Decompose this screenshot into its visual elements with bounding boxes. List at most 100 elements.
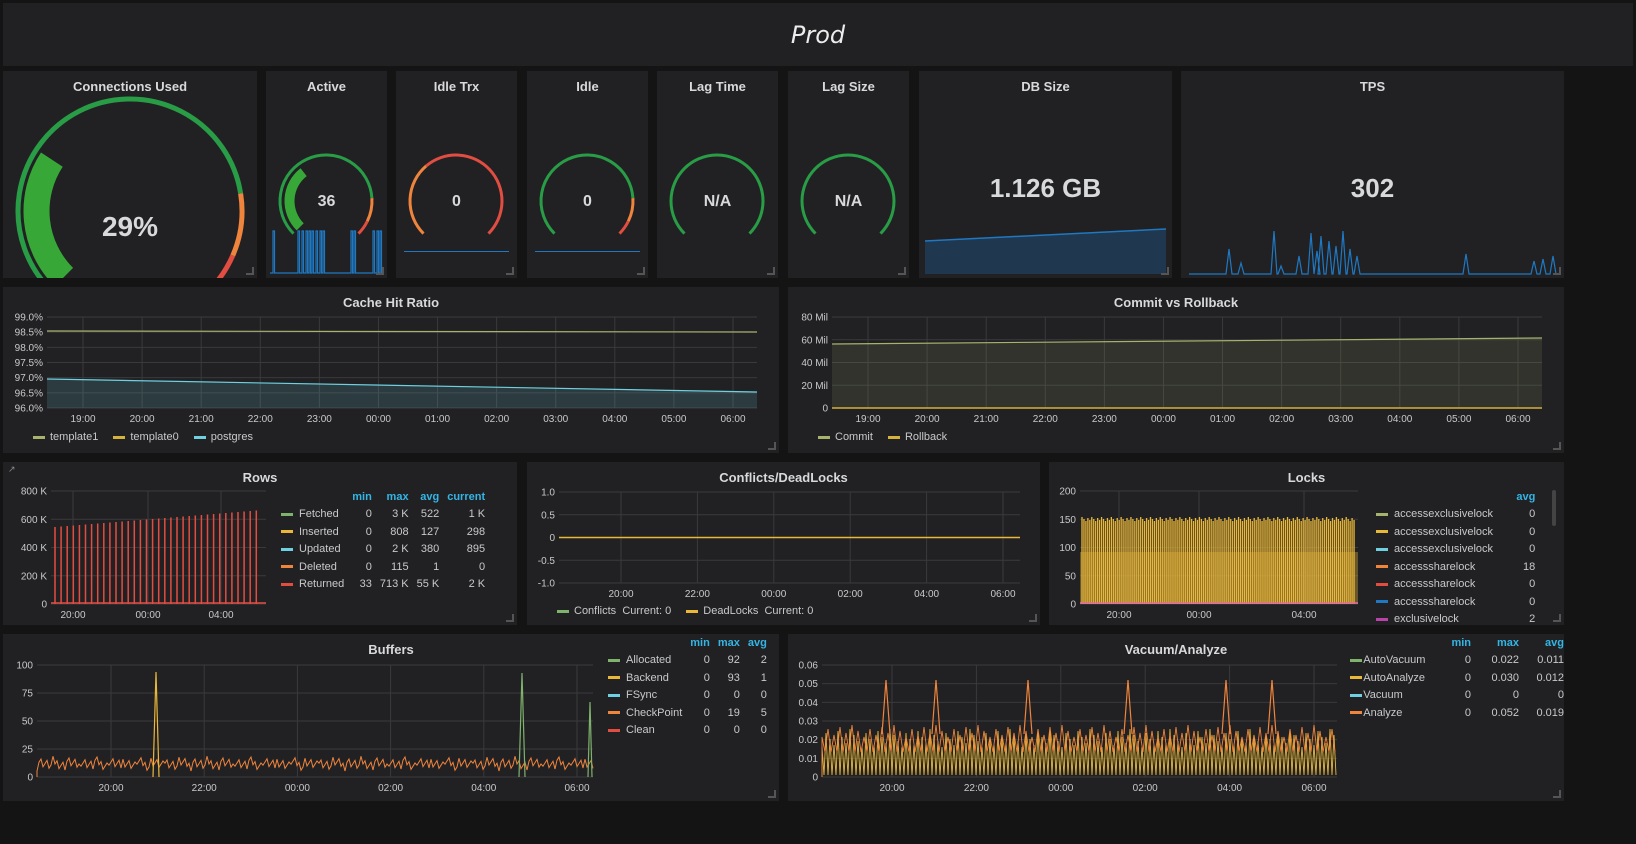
resize-handle[interactable] (898, 267, 906, 275)
column-header[interactable]: max (1497, 636, 1520, 649)
resize-handle[interactable] (1161, 267, 1169, 275)
resize-handle[interactable] (1553, 442, 1561, 450)
resize-handle[interactable] (1553, 790, 1561, 798)
resize-handle[interactable] (506, 267, 514, 275)
y-tick-label: 0.5 (541, 510, 555, 521)
column-header[interactable]: avg (1545, 636, 1564, 649)
y-tick-label: 1.0 (541, 488, 555, 499)
resize-handle[interactable] (376, 267, 384, 275)
legend-item[interactable]: Rollback (887, 431, 947, 443)
legend-row[interactable]: accessexclusivelock 0 (1376, 506, 1535, 524)
resize-handle[interactable] (506, 614, 514, 622)
legend-row[interactable]: accesssharelock 0 (1376, 593, 1535, 611)
resize-handle[interactable] (767, 267, 775, 275)
legend-row[interactable]: accesssharelock 18 (1376, 558, 1535, 576)
panel-title[interactable]: Connections Used (72, 79, 188, 94)
panel-title[interactable]: Active (306, 79, 347, 94)
panel-title[interactable]: Vacuum/Analyze (1124, 642, 1228, 657)
panel-title[interactable]: Locks (1287, 470, 1326, 485)
legend-item[interactable]: Conflicts Current: 0 (557, 605, 671, 617)
x-tick-label: 04:00 (1217, 783, 1242, 794)
legend-row[interactable]: FSync 0 0 0 (608, 687, 767, 705)
x-tick-label: 01:00 (425, 414, 450, 425)
column-header[interactable]: avg (420, 490, 440, 503)
panel-title[interactable]: Rows (242, 470, 278, 485)
dashboard-title-bar: Prod (3, 3, 1633, 66)
resize-handle[interactable] (1029, 614, 1037, 622)
resize-handle[interactable] (637, 267, 645, 275)
sparkline-tps (1189, 230, 1558, 275)
resize-handle[interactable] (246, 267, 254, 275)
legend-row[interactable]: AutoAnalyze 0 0.030 0.012 (1350, 669, 1564, 687)
legend-row[interactable]: accesssharelock 0 (1376, 576, 1535, 594)
x-tick-label: 06:00 (1505, 414, 1530, 425)
column-header[interactable]: min (352, 490, 372, 503)
legend-row[interactable]: Deleted 0 115 1 0 (281, 558, 485, 576)
x-tick-label: 04:00 (1387, 414, 1412, 425)
legend-row[interactable]: Vacuum 0 0 0 (1350, 687, 1564, 705)
legend-item[interactable]: template1 (33, 431, 98, 443)
panel-title[interactable]: DB Size (1021, 79, 1070, 94)
legend-row[interactable]: Fetched 0 3 K 522 1 K (281, 506, 485, 524)
panel-title[interactable]: Conflicts/DeadLocks (719, 470, 848, 485)
panel-title[interactable]: Idle (576, 79, 599, 94)
column-header[interactable]: current (447, 490, 486, 503)
legend-item[interactable]: postgres (193, 431, 253, 443)
panel-title[interactable]: Idle Trx (433, 79, 480, 94)
legend-row[interactable]: Analyze 0 0.052 0.019 (1350, 704, 1564, 722)
external-link-icon[interactable]: ↗ (8, 464, 16, 474)
legend-row[interactable]: Backend 0 93 1 (608, 669, 767, 687)
panel-title[interactable]: Commit vs Rollback (1113, 295, 1239, 310)
legend-item[interactable]: template0 (113, 431, 179, 443)
graph-commit-vs-rollback: 80 Mil 60 Mil 40 Mil 20 Mil 0 19:00 20:00 21:00… (801, 313, 1543, 425)
y-tick-label: 0.04 (799, 698, 819, 709)
series-spike-backend (152, 671, 160, 778)
dashboard-title[interactable]: Prod (790, 21, 846, 49)
x-tick-label: 05:00 (1446, 414, 1471, 425)
gauge-value: 0 (583, 193, 592, 210)
resize-handle[interactable] (768, 442, 776, 450)
column-header[interactable]: avg (1516, 490, 1536, 503)
legend-row[interactable]: accessexclusivelock 0 (1376, 523, 1535, 541)
panel-lag-size: Lag Size N/A (788, 71, 909, 278)
legend-row[interactable]: exclusivelock 2 (1376, 611, 1535, 629)
series-line-checkpoint (36, 755, 594, 777)
gauge-idle-trx (408, 153, 504, 235)
graph-buffers: 100 75 50 25 0 20:00 22:00 00:00 02:00 04:00 06:00 (16, 661, 594, 794)
legend-row[interactable]: CheckPoint 0 19 5 (608, 704, 767, 722)
legend-row[interactable]: AutoVacuum 0 0.022 0.011 (1350, 652, 1564, 670)
y-tick-label: 200 K (21, 571, 47, 582)
legend-item[interactable]: DeadLocks Current: 0 (686, 605, 813, 617)
column-header[interactable]: max (717, 636, 740, 649)
legend-row[interactable]: Inserted 0 808 127 298 (281, 523, 485, 541)
legend-table: avg accessexclusivelock 0 accessexclusive… (1376, 488, 1535, 628)
column-header[interactable]: min (1451, 636, 1471, 649)
x-tick-label: 00:00 (1186, 610, 1211, 621)
legend-scrollbar[interactable] (1552, 490, 1556, 526)
panel-idle: Idle 0 (527, 71, 648, 278)
panel-title[interactable]: Lag Size (822, 79, 875, 94)
gauge-lag-size (800, 153, 896, 235)
legend-row[interactable]: Updated 0 2 K 380 895 (281, 541, 485, 559)
x-tick-label: 20:00 (879, 783, 904, 794)
legend-row[interactable]: Clean 0 0 0 (608, 722, 767, 740)
y-tick-label: 97.0% (15, 373, 43, 384)
column-header[interactable]: min (690, 636, 710, 649)
panel-title[interactable]: Buffers (368, 642, 414, 657)
column-header[interactable]: avg (747, 636, 767, 649)
x-tick-label: 00:00 (285, 783, 310, 794)
legend-row[interactable]: accessexclusivelock 0 (1376, 541, 1535, 559)
resize-handle[interactable] (1553, 267, 1561, 275)
resize-handle[interactable] (1553, 614, 1561, 622)
resize-handle[interactable] (768, 790, 776, 798)
legend-row[interactable]: Allocated 0 92 2 (608, 652, 767, 670)
panel-title[interactable]: Cache Hit Ratio (342, 295, 440, 310)
y-tick-label: 0 (822, 404, 828, 415)
column-header[interactable]: max (386, 490, 409, 503)
x-tick-label: 02:00 (1269, 414, 1294, 425)
x-tick-label: 02:00 (1133, 783, 1158, 794)
panel-title[interactable]: Lag Time (689, 79, 746, 94)
legend-item[interactable]: Commit (818, 431, 873, 443)
panel-title[interactable]: TPS (1359, 79, 1386, 94)
